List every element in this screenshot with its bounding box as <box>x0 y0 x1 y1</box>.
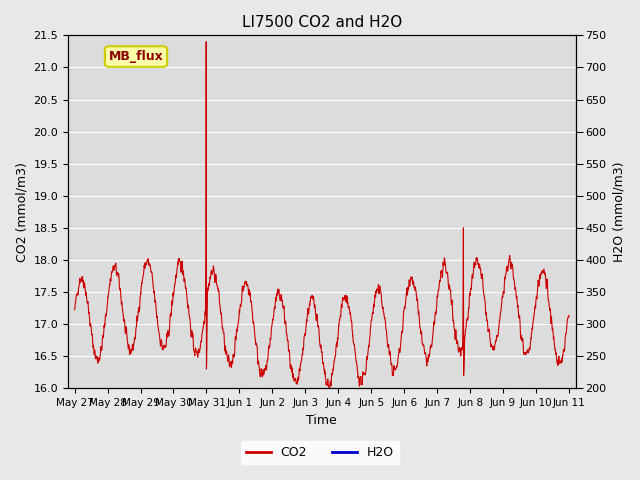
CO2 <box>551 346 559 352</box>
CO2 <box>551 346 559 352</box>
CO2 <box>326 388 333 394</box>
CO2 <box>96 355 104 361</box>
Legend: CO2, H2O: CO2, H2O <box>241 441 399 464</box>
CO2 <box>202 39 210 45</box>
Y-axis label: H2O (mmol/m3): H2O (mmol/m3) <box>612 162 625 262</box>
X-axis label: Time: Time <box>307 414 337 427</box>
CO2 <box>71 307 79 312</box>
CO2 <box>461 341 468 347</box>
Title: LI7500 CO2 and H2O: LI7500 CO2 and H2O <box>242 15 402 30</box>
CO2 <box>565 312 573 318</box>
Y-axis label: CO2 (mmol/m3): CO2 (mmol/m3) <box>15 162 28 262</box>
CO2 <box>298 352 306 358</box>
Text: MB_flux: MB_flux <box>109 50 163 63</box>
Line: CO2: CO2 <box>75 42 569 391</box>
CO2 <box>312 305 319 311</box>
